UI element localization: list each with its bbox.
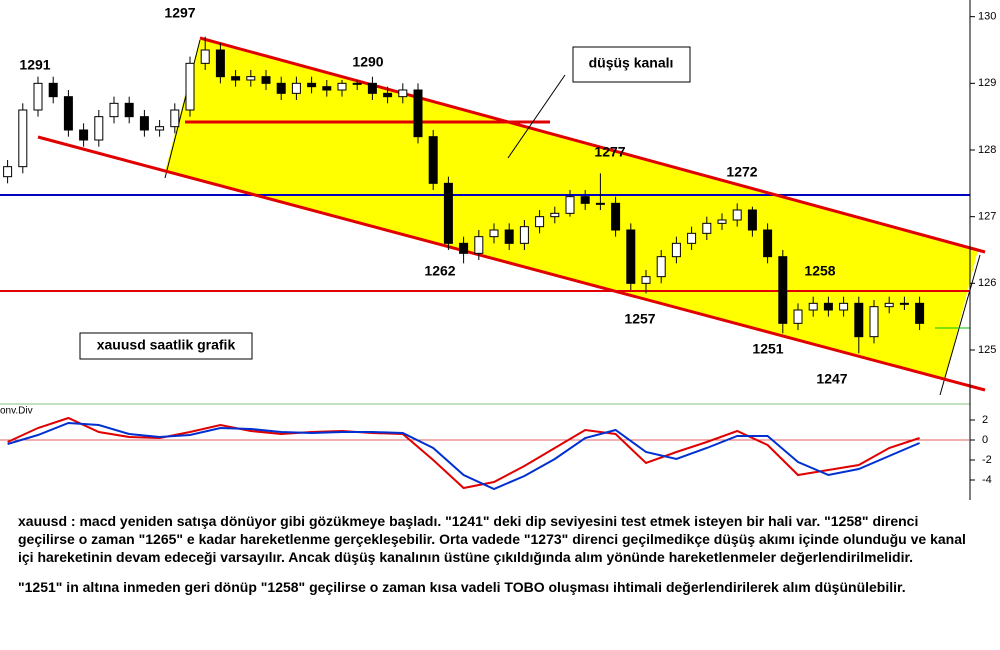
candle-body	[246, 76, 256, 81]
candle-body	[687, 232, 697, 244]
macd-panel: onv.Div 2 0 -2 -4	[0, 406, 992, 491]
annotation: 1257	[624, 311, 655, 327]
candle-body	[291, 82, 301, 94]
candle-body	[170, 109, 180, 128]
macd-line	[7, 421, 920, 491]
candle-body	[109, 102, 119, 118]
candle-body	[398, 89, 408, 98]
candle-body	[671, 242, 681, 258]
candle-body	[717, 219, 727, 224]
candle-body	[261, 76, 271, 84]
macd-line	[7, 416, 920, 490]
candle-body	[185, 62, 195, 111]
y-tick-label: 128	[978, 144, 996, 156]
candle-body	[18, 109, 28, 168]
candle-body	[63, 96, 73, 131]
notes: xauusd : macd yeniden satışa dönüyor gib…	[18, 512, 978, 608]
candle-body	[884, 302, 894, 308]
note-paragraph: "1251" in altına inmeden geri dönüp "125…	[18, 579, 906, 595]
candle-body	[550, 212, 560, 218]
chart: 125 126 127 128 129 130 1297 1291 1290 1277 1272 12…	[0, 0, 996, 500]
candle-body	[459, 242, 469, 254]
candle-body	[595, 202, 605, 205]
note-paragraph: xauusd : macd yeniden satışa dönüyor gib…	[18, 513, 966, 565]
candle-body	[899, 302, 909, 305]
candle-body	[504, 229, 514, 244]
candle-body	[869, 306, 879, 338]
channel-line	[37, 135, 986, 392]
candle-body	[322, 86, 332, 91]
annotation: 1247	[816, 371, 847, 387]
panel-title: onv.Div	[0, 406, 33, 417]
candle-body	[155, 126, 165, 131]
annotation: 1291	[19, 57, 50, 73]
candle-body	[580, 196, 590, 204]
candle-body	[428, 136, 438, 184]
candle-body	[231, 76, 241, 81]
candle-body	[276, 82, 286, 94]
candle-body	[823, 302, 833, 311]
channel-line	[199, 36, 986, 254]
candle-body	[337, 82, 347, 91]
candle-body	[474, 236, 484, 254]
y-tick-label: 130	[978, 11, 996, 23]
annotation: 1290	[352, 54, 383, 70]
annotation: 1258	[804, 263, 835, 279]
y-tick-label: 125	[978, 344, 996, 356]
candle-body	[94, 116, 104, 141]
annotation: 1277	[594, 144, 625, 160]
annotation: 1297	[164, 5, 195, 21]
y-tick-label: 126	[978, 277, 996, 289]
price-panel: 125 126 127 128 129 130 1297 1291 1290 1277 1272 12…	[3, 5, 996, 387]
candle-body	[702, 222, 712, 234]
candle-body	[124, 102, 134, 118]
annotation: 1272	[726, 164, 757, 180]
candle-body	[33, 82, 43, 111]
candle-body	[747, 209, 757, 231]
annotation: 1251	[752, 341, 783, 357]
candle-body	[732, 209, 742, 221]
candle-body	[79, 129, 89, 141]
candle-body	[565, 196, 575, 214]
candle-body	[763, 229, 773, 258]
candle-body	[519, 226, 529, 244]
candle-body	[535, 216, 545, 228]
candle-body	[367, 82, 377, 94]
candle-body	[641, 276, 651, 284]
candle-body	[383, 92, 393, 98]
annotation: xauusd saatlik grafik	[97, 337, 236, 353]
candle-body	[443, 182, 453, 244]
y-tick-label: 127	[978, 211, 996, 223]
y-tick-label: 2	[982, 414, 988, 426]
candle-body	[215, 49, 225, 78]
y-tick-label: -2	[982, 454, 992, 466]
label-box	[79, 332, 253, 360]
annotation: düşüş kanalı	[589, 55, 674, 71]
candle-body	[854, 302, 864, 338]
candle-body	[839, 302, 849, 311]
candle-body	[413, 89, 423, 138]
candle-body	[352, 82, 362, 85]
channel-edge	[939, 254, 981, 396]
candle-body	[656, 256, 666, 278]
candle-body	[489, 229, 499, 238]
candle-body	[626, 229, 636, 284]
label-box	[572, 46, 691, 83]
y-tick-label: -4	[982, 474, 992, 486]
candle-body	[611, 202, 621, 231]
candle-body	[915, 302, 925, 324]
candle-body	[778, 256, 788, 324]
candle-body	[139, 116, 149, 131]
candle-body	[200, 49, 210, 64]
candle-body	[808, 302, 818, 311]
y-tick-label: 129	[978, 77, 996, 89]
annotation: 1262	[424, 263, 455, 279]
candle-body	[793, 309, 803, 324]
pointer-line	[507, 74, 566, 159]
candle-body	[307, 82, 317, 88]
candle-body	[48, 82, 58, 98]
candle-body	[3, 166, 13, 178]
y-tick-label: 0	[982, 434, 988, 446]
